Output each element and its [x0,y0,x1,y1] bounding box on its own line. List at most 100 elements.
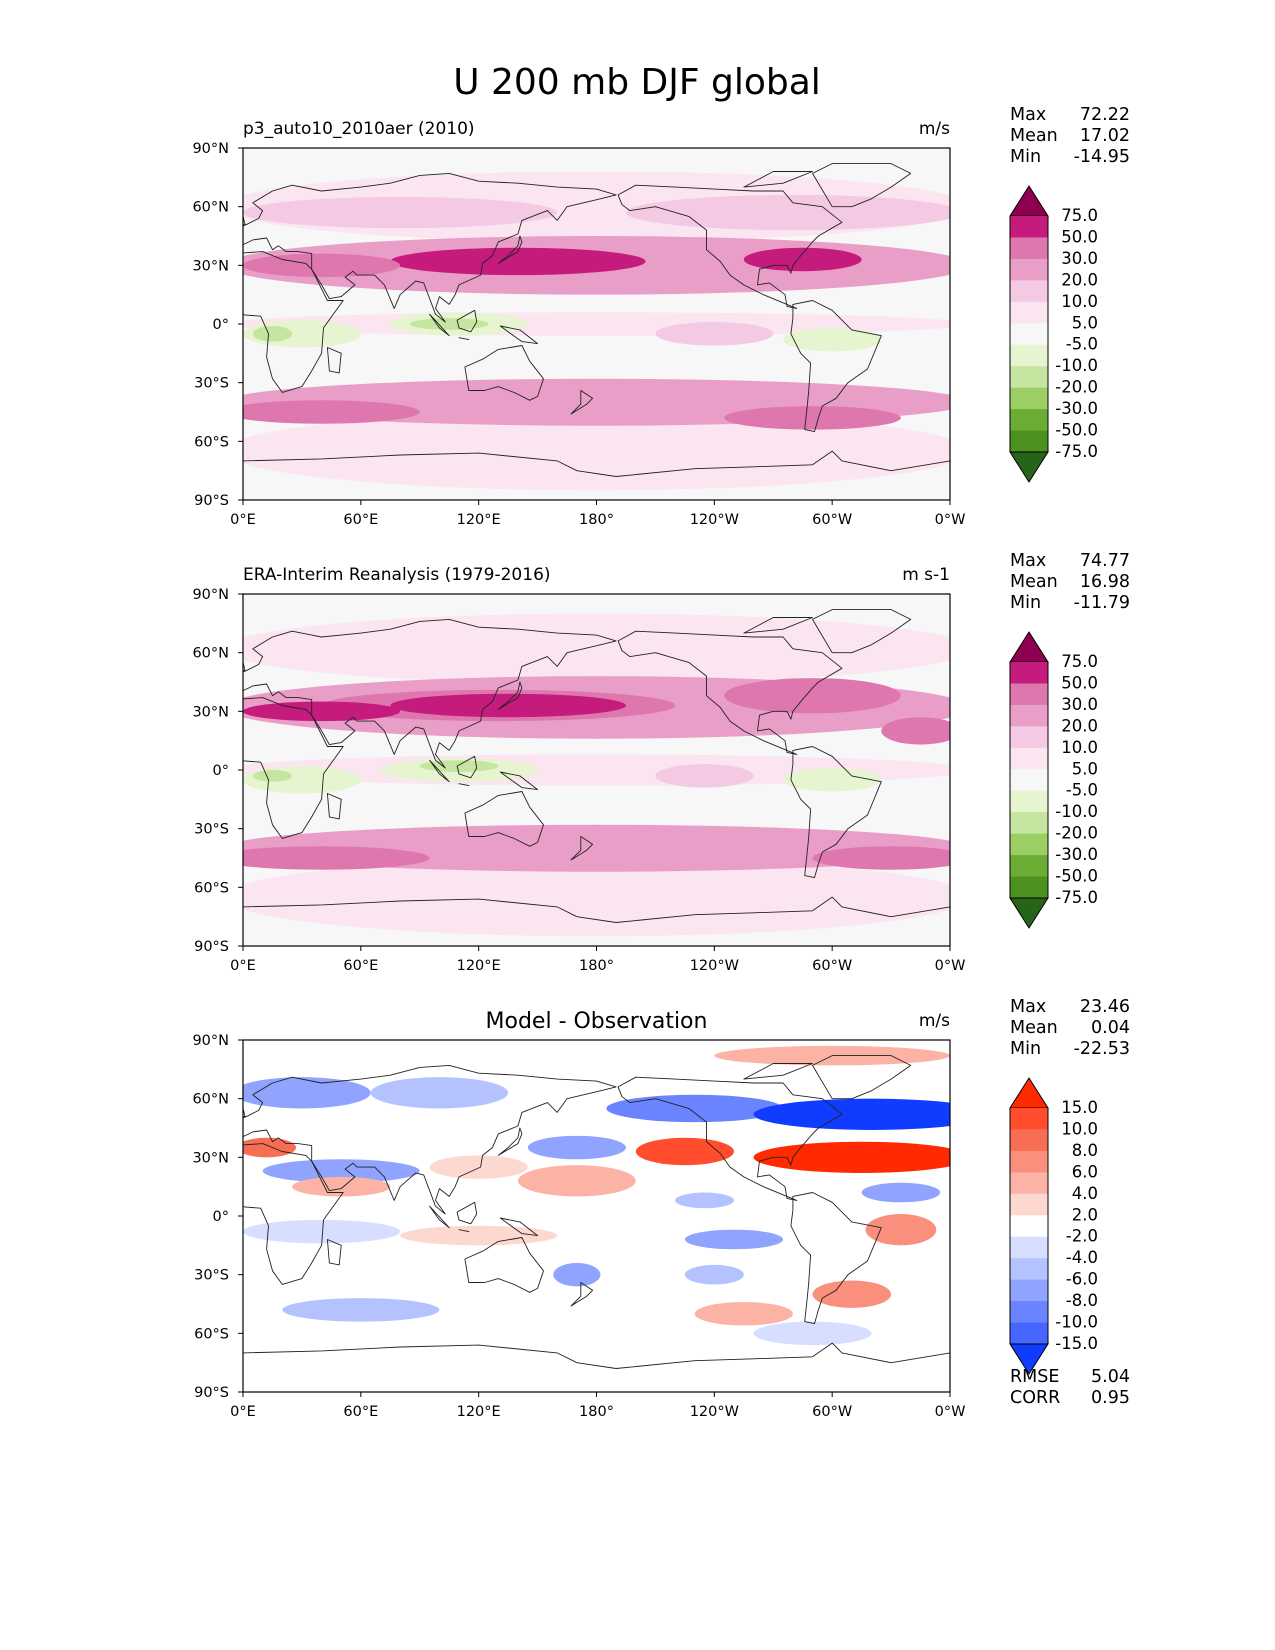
colorbar-bin [1010,769,1048,792]
colorbar-tick-label: 75.0 [1061,652,1098,671]
stat-label: CORR [1010,1388,1060,1408]
x-tick-label: 60°W [812,512,852,528]
coastline-4 [617,1076,843,1201]
stat-label: Max [1010,105,1046,125]
colorbar-bin [1010,409,1048,432]
colorbar-bin [1010,833,1048,856]
coastline-14 [570,1282,594,1307]
field-contour-13 [675,1192,734,1209]
field-contour-7 [390,693,626,718]
field-contour-8 [262,1159,420,1183]
stat-value: 5.04 [1091,1367,1130,1387]
field-contour-1 [243,1077,371,1109]
field-contour-4 [753,1098,950,1130]
coastline-12 [456,309,478,333]
panel-title: p3_auto10_2010aer (2010) [243,119,475,139]
field-contour-17 [252,770,293,782]
panel-units: m/s [919,119,950,139]
coastline-13 [499,771,539,791]
stat-value: 74.77 [1080,551,1130,571]
coastline-12 [456,1201,478,1225]
coastline-15 [326,347,342,374]
colorbar-bin [1010,344,1048,367]
field-contour-16 [783,768,882,792]
field-contour-3 [606,1094,784,1123]
field-contour-9 [243,253,401,278]
x-tick-label: 120°E [457,1404,501,1420]
x-tick-label: 120°W [690,958,739,974]
panel-units: m/s [919,1011,950,1031]
field-contour-7 [243,1137,297,1158]
panel-title: ERA-Interim Reanalysis (1979-2016) [243,565,551,585]
colorbar: 75.0 50.0 30.0 20.0 10.0 5.0 -5.0 -10.0 -20.0 -30… [1009,631,1098,929]
colorbar-tick-label: 15.0 [1061,1098,1098,1117]
field-contour-23 [684,1264,744,1285]
field-contour-8 [390,247,646,276]
colorbar-bin [1010,812,1048,835]
colorbar-tick-label: -15.0 [1055,1334,1098,1353]
field-contour-7 [626,194,950,231]
coastline-16 [743,617,813,634]
colorbar-tick-label: -20.0 [1055,824,1098,843]
coastline-12 [456,755,478,779]
colorbar-tick-label: -2.0 [1066,1227,1098,1246]
field-contour-10 [743,247,862,272]
coastline-14 [570,836,594,861]
colorbar-bin [1010,301,1048,324]
panel-title: Model - Observation [486,1009,708,1034]
x-tick-label: 0°W [935,958,966,974]
coastline-7 [243,450,950,500]
colorbar-tick-label: 10.0 [1061,292,1098,311]
coastline-2 [243,172,617,323]
colorbar-bin [1010,258,1048,281]
coastlines [243,609,950,946]
colorbar-tick-label: 4.0 [1072,1184,1098,1203]
colorbar-tick-label: -50.0 [1055,867,1098,886]
colorbar-tick-label: 20.0 [1061,270,1098,289]
colorbar-extend-top [1009,631,1049,663]
stat-value: 0.95 [1091,1388,1130,1408]
stat-value: -11.79 [1074,593,1130,613]
y-tick-label: 30°S [194,822,229,838]
colorbar-tick-label: 20.0 [1061,716,1098,735]
colorbar-extend-top [1009,185,1049,217]
x-tick-label: 180° [579,1404,614,1420]
y-tick-label: 30°N [192,704,229,720]
map-panel-3: Model - Observation m/s 0°E 60°E 120°E 180° 12… [192,997,1130,1420]
stat-value: 17.02 [1080,126,1130,146]
colorbar-tick-label: -10.0 [1055,802,1098,821]
x-tick-label: 60°E [343,512,378,528]
colorbar: 75.0 50.0 30.0 20.0 10.0 5.0 -5.0 -10.0 -20.0 -30… [1009,185,1098,483]
colorbar-tick-label: -4.0 [1066,1248,1098,1267]
field-contour-16 [783,327,882,352]
y-tick-label: 60°S [194,880,229,896]
coastline-16 [743,171,813,188]
colorbar-tick-label: 10.0 [1061,1119,1098,1138]
coastline-1 [243,697,344,839]
field-contour-9 [724,678,901,714]
colorbar-bin [1010,876,1048,899]
field-contour-8 [243,701,401,722]
colorbar-tick-label: -50.0 [1055,421,1098,440]
field-contour-6 [243,196,558,229]
x-tick-label: 60°E [343,958,378,974]
coastline-15 [326,1239,342,1266]
coastline-14 [570,390,594,415]
coastline-2 [243,618,617,769]
colorbar-extend-bottom [1009,897,1049,929]
y-tick-label: 30°N [192,258,229,274]
colorbar: 15.0 10.0 8.0 6.0 4.0 2.0 -2.0 -4.0 -6.0 -8.0 -10.… [1009,1077,1098,1375]
coastline-11 [458,783,470,787]
colorbar-tick-label: 5.0 [1072,759,1098,778]
colorbar-bin [1010,1150,1048,1173]
field-contour-2 [370,1077,509,1109]
coastline-7 [243,1342,950,1392]
coastline-5 [790,1192,882,1325]
colorbar-bin [1010,323,1048,346]
panels: p3_auto10_2010aer (2010) m/s 0°E 60°E 120°E 1… [192,105,1130,1420]
colorbar-bin [1010,430,1048,453]
field-contour-15 [865,1214,937,1246]
stat-label: Max [1010,551,1046,571]
y-tick-label: 60°N [192,200,229,216]
coastlines [243,1055,950,1392]
